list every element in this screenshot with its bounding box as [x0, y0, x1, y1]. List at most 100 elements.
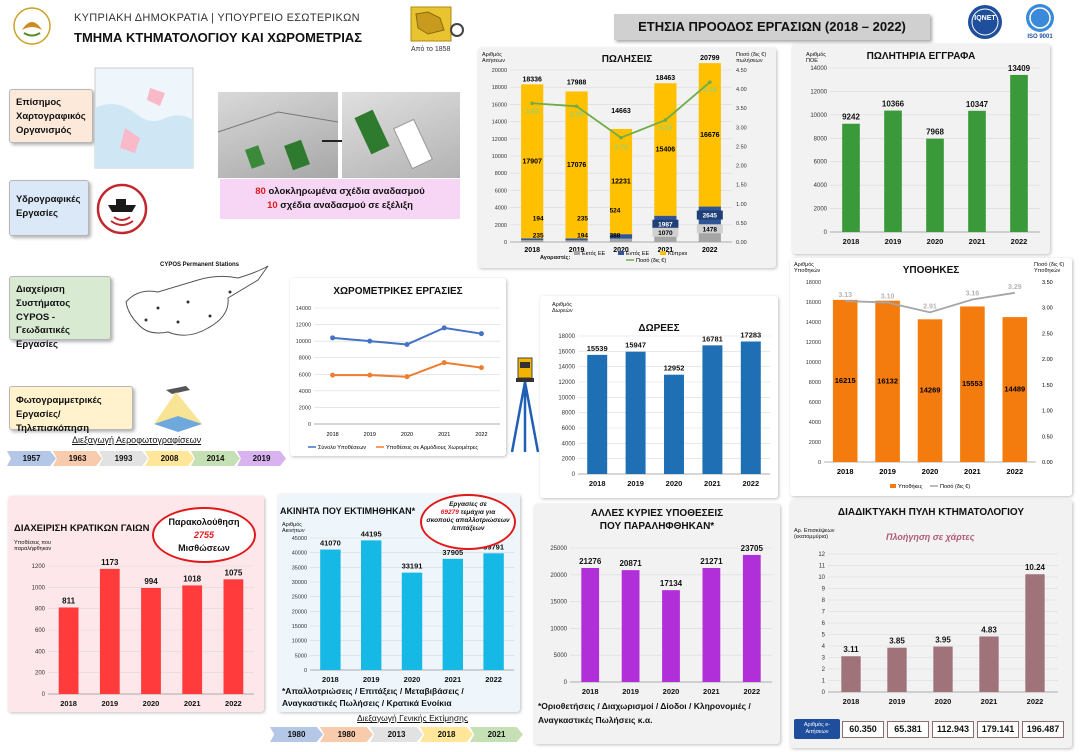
- bar-2018: [587, 354, 608, 474]
- y-tick-label: 6000: [809, 400, 821, 406]
- in-progress-text: σχέδια αναδασμού σε εξέλιξη: [277, 200, 413, 211]
- expropriation-callout-number: 69279: [440, 509, 459, 516]
- x-tick-label: 2018: [326, 432, 338, 438]
- cypriots-label: 17907: [522, 158, 542, 165]
- y-tick-label: 4000: [809, 420, 821, 426]
- y-tick-label: 35000: [292, 565, 307, 571]
- x-tick-label: 2020: [401, 432, 413, 438]
- x-tick-label: 2021: [184, 699, 201, 708]
- y-tick-label: 8000: [562, 411, 576, 417]
- bar-2022: [740, 341, 761, 474]
- data-label: 14489: [1004, 385, 1025, 394]
- bar-segment-2022: [698, 63, 721, 207]
- mapping-agency-line3: Οργανισμός: [16, 124, 72, 136]
- bar-2020: [401, 572, 423, 670]
- other-chart: 0 5000 10000 15000 20000 25000 21276 2018 20871 2…: [550, 544, 772, 696]
- series-point: [330, 372, 336, 378]
- y-tick-label: 8000: [299, 356, 311, 362]
- data-label: 12952: [664, 364, 685, 373]
- x-tick-label: 2022: [743, 687, 760, 696]
- y-tick-label: 2000: [495, 223, 507, 229]
- survey-chart: 0 2000 4000 6000 8000 10000 12000 14000 2018 2019…: [296, 306, 500, 451]
- y-tick-label: 15000: [292, 624, 307, 630]
- y-tick-label: 400: [35, 649, 46, 655]
- cypos-map-title: CYPOS Permanent Stations: [160, 262, 240, 268]
- data-label: 44195: [361, 529, 382, 538]
- bar-2022: [742, 554, 761, 682]
- amount-label: 3.29: [1008, 284, 1022, 291]
- in-eu-label: 194: [533, 216, 544, 223]
- y-tick-label-right: 1.00: [1042, 409, 1053, 415]
- legend-swatch: [660, 251, 666, 255]
- bar-2020: [933, 646, 953, 692]
- land-consolidation-box: 80 ολοκληρωμένα σχέδια αναδασμού 10 σχέδ…: [220, 179, 460, 219]
- y-tick-label: 6: [822, 621, 826, 627]
- data-label: 994: [144, 577, 158, 586]
- y-tick-label: 6000: [495, 188, 507, 194]
- bar-segment-2021: [654, 232, 677, 242]
- y-tick-label: 0: [572, 472, 576, 478]
- y-tick-label: 10000: [806, 360, 821, 366]
- y-tick-label: 0: [304, 668, 307, 674]
- bar-2018: [832, 299, 858, 462]
- ship-sonar-icon: [96, 183, 148, 235]
- data-label: 20871: [619, 559, 642, 568]
- since-label: Από το 1858: [411, 46, 451, 53]
- amount-point: [708, 80, 712, 85]
- x-tick-label: 2020: [404, 675, 421, 684]
- cypos-line1: Διαχείριση: [16, 284, 65, 295]
- bar-2020: [917, 319, 943, 462]
- aerial-year: 2008: [145, 451, 194, 466]
- legend-label: Υποθήκες: [898, 483, 923, 490]
- state-chart: 0 200 400 600 800 1000 1200 811 2018 1173 2019 994 2…: [32, 558, 254, 708]
- bar-segment-2019: [565, 91, 588, 239]
- total-label: 18463: [656, 75, 676, 82]
- in-eu-label-bg: [696, 210, 723, 220]
- y-tick-label: 12: [818, 552, 825, 558]
- amount-label: 3.16: [966, 290, 980, 297]
- bar-2020: [141, 587, 161, 694]
- out-eu-label: 235: [533, 233, 544, 240]
- x-tick-label: 2021: [658, 247, 674, 254]
- data-label: 811: [62, 596, 75, 605]
- x-tick-label: 2018: [60, 699, 77, 708]
- y-tick-label: 8000: [809, 380, 821, 386]
- y-tick-label-right: 1.50: [736, 183, 747, 189]
- bar-2019: [884, 110, 902, 232]
- y-tick-label-right: 3.50: [1042, 280, 1053, 286]
- coat-of-arms-icon: [13, 7, 51, 45]
- aerial-year: 1963: [53, 451, 102, 466]
- series-point: [478, 365, 484, 371]
- y-tick-label: 14000: [558, 365, 575, 371]
- data-label: 14269: [920, 386, 941, 395]
- data-label: 1075: [225, 568, 243, 577]
- bar-2022: [1025, 574, 1045, 692]
- cypriots-label: 16676: [700, 132, 720, 139]
- y-tick-label: 4000: [814, 183, 828, 189]
- x-tick-label: 2022: [742, 479, 759, 488]
- data-label: 16132: [877, 376, 898, 385]
- bar-2019: [875, 300, 900, 462]
- mapping-agency-box: Επίσημος Χαρτογραφικός Οργανισμός: [9, 89, 93, 143]
- data-label: 41070: [320, 539, 341, 548]
- mortgages-ylabel-left: Αριθμός Υποθηκών: [794, 262, 821, 274]
- legend-swatch: [618, 251, 624, 255]
- y-tick-label: 600: [35, 628, 46, 634]
- y-tick-label: 8000: [495, 171, 507, 177]
- ministry-line: ΚΥΠΡΙΑΚΗ ΔΗΜΟΚΡΑΤΙΑ | ΥΠΟΥΡΓΕΙΟ ΕΣΩΤΕΡΙΚ…: [74, 12, 360, 24]
- y-tick-label: 12000: [296, 323, 311, 329]
- y-tick-label: 1: [822, 679, 826, 685]
- x-tick-label: 2020: [663, 687, 680, 696]
- x-tick-label: 2021: [981, 697, 998, 706]
- cypriots-label: 12231: [611, 179, 631, 186]
- bar-segment-2019: [565, 240, 588, 242]
- total-label: 17988: [567, 79, 587, 86]
- legend-label: Ποσό (δις €): [636, 257, 666, 264]
- photogrammetry-line1: Φωτογραμμετρικές: [16, 395, 102, 406]
- y-tick-label: 800: [35, 607, 46, 613]
- sales-ylabel-right: Ποσό (δις €) πωλήσεων: [736, 52, 767, 64]
- legend-label: Κύπριοι: [668, 250, 688, 257]
- valued-note-1: *Απαλλοτριώσεις / Επιτάξεις / Μεταβιβάσε…: [282, 686, 464, 696]
- aerial-timeline: 1957 1963 1993 2008 2014 2019: [7, 451, 291, 466]
- cypos-box: Διαχείριση Συστήματος CYPOS - Γεωδαιτικέ…: [9, 276, 111, 350]
